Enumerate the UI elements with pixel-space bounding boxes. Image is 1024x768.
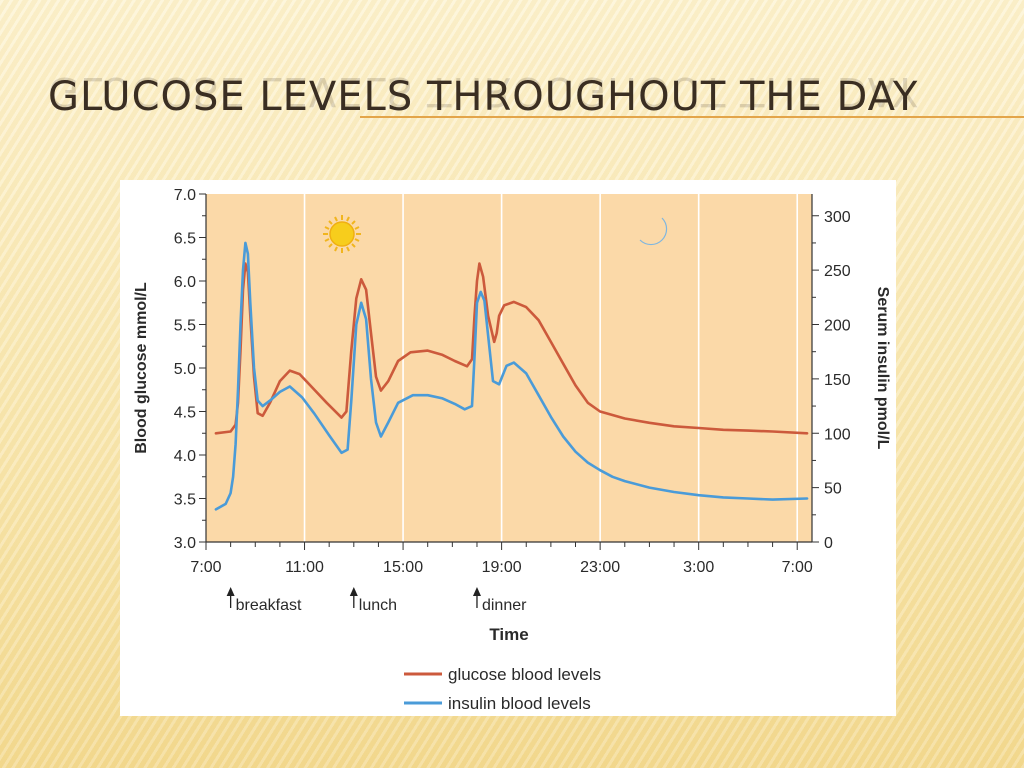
grid-lines bbox=[303, 194, 799, 542]
title-underline bbox=[360, 116, 1024, 118]
y-tick-label: 5.5 bbox=[174, 318, 196, 335]
annotation-arrow-head bbox=[349, 587, 358, 596]
y-tick-label: 3.0 bbox=[174, 535, 196, 552]
y-tick-label: 4.5 bbox=[174, 405, 196, 422]
x-tick-label: 23:00 bbox=[580, 559, 620, 576]
y2-tick-label: 200 bbox=[824, 318, 851, 335]
annotation-label: breakfast bbox=[236, 597, 302, 614]
y-tick-label: 4.0 bbox=[174, 448, 196, 465]
x-tick-label: 7:00 bbox=[190, 559, 221, 576]
moon-icon bbox=[639, 217, 668, 246]
x-axis-label: Time bbox=[489, 625, 528, 644]
meal-annotations: breakfast lunch dinner bbox=[226, 587, 527, 614]
slide-title-reflection: GLUCOSE LEVELS THROUGHOUT THE DAY bbox=[48, 68, 919, 114]
annotation-label: dinner bbox=[482, 597, 527, 614]
plot-area bbox=[206, 194, 812, 542]
x-tick-label: 19:00 bbox=[482, 559, 522, 576]
insulin-series-line bbox=[214, 241, 809, 511]
sun-icon bbox=[323, 215, 361, 253]
meal-annotation: breakfast bbox=[226, 587, 302, 614]
y2-tick-label: 100 bbox=[824, 426, 851, 443]
y-axis-label: Blood glucose mmol/L bbox=[133, 282, 150, 454]
y-tick-label: 7.0 bbox=[174, 187, 196, 204]
chart-panel: 3.0 3.5 4.0 4.5 5.0 5.5 6.0 6.5 7.0 0 50 100 150 200 2… bbox=[120, 180, 896, 716]
y-tick-label: 6.0 bbox=[174, 274, 196, 291]
annotation-arrow-head bbox=[472, 587, 481, 596]
x-tick-label: 7:00 bbox=[782, 559, 813, 576]
y2-tick-label: 300 bbox=[824, 209, 851, 226]
y2-tick-label: 250 bbox=[824, 263, 851, 280]
x-tick-label: 15:00 bbox=[383, 559, 423, 576]
meal-annotation: lunch bbox=[349, 587, 397, 614]
chart-axes: 3.0 3.5 4.0 4.5 5.0 5.5 6.0 6.5 7.0 0 50 100 150 200 2… bbox=[174, 187, 851, 576]
legend-insulin-label: insulin blood levels bbox=[448, 694, 591, 713]
glucose-insulin-chart: 3.0 3.5 4.0 4.5 5.0 5.5 6.0 6.5 7.0 0 50 100 150 200 2… bbox=[133, 187, 891, 713]
y2-axis-label: Serum insulin pmol/L bbox=[874, 287, 891, 450]
y-tick-label: 3.5 bbox=[174, 492, 196, 509]
chart-series bbox=[214, 241, 809, 511]
meal-annotation: dinner bbox=[472, 587, 527, 614]
x-tick-label: 3:00 bbox=[683, 559, 714, 576]
y2-tick-label: 0 bbox=[824, 535, 833, 552]
y2-tick-label: 150 bbox=[824, 372, 851, 389]
x-tick-label: 11:00 bbox=[285, 559, 324, 576]
slide-title: GLUCOSE LEVELS THROUGHOUT THE DAY bbox=[48, 74, 919, 120]
y-tick-label: 5.0 bbox=[174, 361, 196, 378]
y-tick-label: 6.5 bbox=[174, 231, 196, 248]
glucose-series-line bbox=[214, 262, 809, 435]
slide-title-area: GLUCOSE LEVELS THROUGHOUT THE DAY GLUCOS… bbox=[48, 68, 1008, 134]
legend-glucose-label: glucose blood levels bbox=[448, 665, 601, 684]
legend: glucose blood levels insulin blood level… bbox=[404, 665, 601, 713]
annotation-label: lunch bbox=[359, 597, 397, 614]
annotation-arrow-head bbox=[226, 587, 235, 596]
y2-tick-label: 50 bbox=[824, 481, 842, 498]
